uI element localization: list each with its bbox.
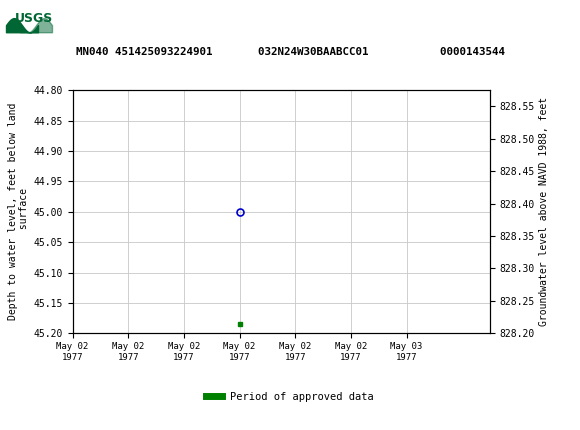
Y-axis label: Groundwater level above NAVD 1988, feet: Groundwater level above NAVD 1988, feet	[539, 97, 549, 326]
Text: USGS: USGS	[15, 12, 53, 25]
Text: MN040 451425093224901       032N24W30BAABCC01           0000143544: MN040 451425093224901 032N24W30BAABCC01 …	[75, 47, 505, 57]
Text: USGS: USGS	[75, 11, 122, 26]
Y-axis label: Depth to water level, feet below land
 surface: Depth to water level, feet below land su…	[8, 103, 29, 320]
Legend: Period of approved data: Period of approved data	[202, 387, 378, 406]
Bar	[5, 3, 67, 32]
